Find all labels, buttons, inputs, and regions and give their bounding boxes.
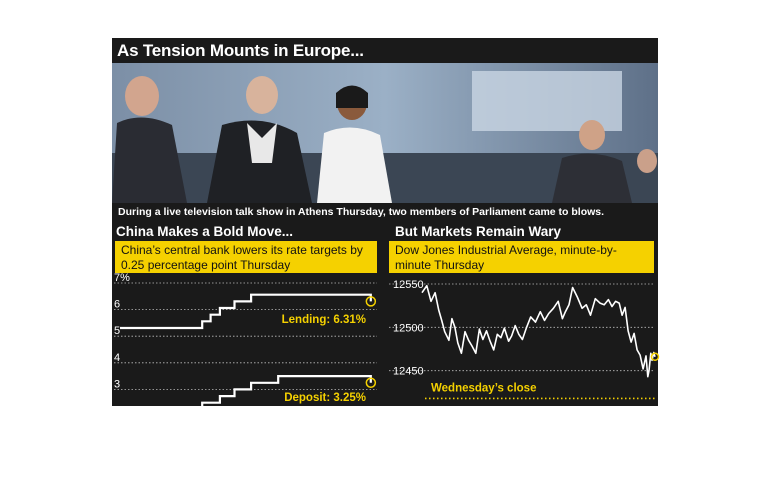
person-edge-head — [637, 149, 657, 173]
person-far-right-head — [579, 120, 605, 150]
china-y-tick-label: 6 — [114, 299, 120, 311]
china-y-tick-label: 3 — [114, 378, 120, 390]
dow-x-tick-label: 9:30 a.m. — [426, 428, 473, 440]
studio-screen — [472, 71, 622, 131]
dow-chart-title: But Markets Remain Wary — [395, 224, 562, 239]
china-series-label-lending: Lending: 6.31% — [282, 314, 366, 326]
dow-reference-label: Wednesday’s close — [431, 382, 536, 394]
china-y-tick-label: 4 — [114, 352, 120, 364]
dow-note-text: Dow Jones Industrial Average, minute-by-… — [395, 243, 617, 272]
china-y-tick-label: 7% — [114, 272, 130, 284]
dow-chart-note: Dow Jones Industrial Average, minute-by-… — [389, 241, 654, 273]
photo-caption: During a live television talk show in At… — [118, 206, 605, 218]
infographic: As Tension Mounts in Europe... During a … — [112, 38, 660, 440]
person-left-head — [125, 76, 159, 116]
dow-jones-chart: 12400 12450 12500 12550 Wednesday’s close 9:3… — [389, 279, 660, 440]
china-x-tick-label: 2010 — [124, 426, 148, 438]
dow-y-tick-label: 12400 — [393, 409, 424, 421]
china-endpoint-marker — [365, 377, 377, 388]
dow-series-line — [421, 284, 656, 378]
person-center-head — [246, 76, 278, 114]
shirt — [247, 123, 277, 163]
china-x-tick-label: 2011 — [228, 426, 252, 438]
china-rates-chart: 2 3 4 5 6 7% 2010 2011 2012 Lending: 6.31% Deposit… — [114, 272, 377, 438]
china-y-tick-label: 5 — [114, 325, 120, 337]
china-endpoint-marker — [365, 296, 377, 307]
china-series-line-deposit — [120, 375, 372, 411]
person-left-body — [112, 117, 187, 203]
talk-show-photo — [112, 63, 658, 203]
china-series-line-lending — [120, 293, 372, 330]
headline: As Tension Mounts in Europe... — [117, 41, 364, 60]
china-chart-title: China Makes a Bold Move... — [116, 224, 294, 239]
china-chart-note: China’s central bank lowers its rate tar… — [115, 241, 377, 273]
china-note-text: China’s central bank lowers its rate tar… — [121, 243, 363, 272]
person-right-body — [317, 127, 392, 203]
hair — [336, 85, 368, 108]
china-y-tick-label: 2 — [114, 405, 120, 417]
china-x-tick-label: 2012 — [332, 426, 356, 438]
dow-y-tick-label: 12550 — [393, 279, 424, 291]
dow-endpoint-marker — [650, 352, 660, 362]
dow-y-tick-label: 12450 — [393, 366, 424, 378]
person-far-right-body — [552, 153, 632, 203]
dow-y-tick-label: 12500 — [393, 322, 424, 334]
dow-x-tick-label: noon — [516, 428, 543, 440]
dow-x-tick-label: 4 p.m. — [621, 428, 653, 440]
china-series-label-deposit: Deposit: 3.25% — [284, 392, 366, 404]
